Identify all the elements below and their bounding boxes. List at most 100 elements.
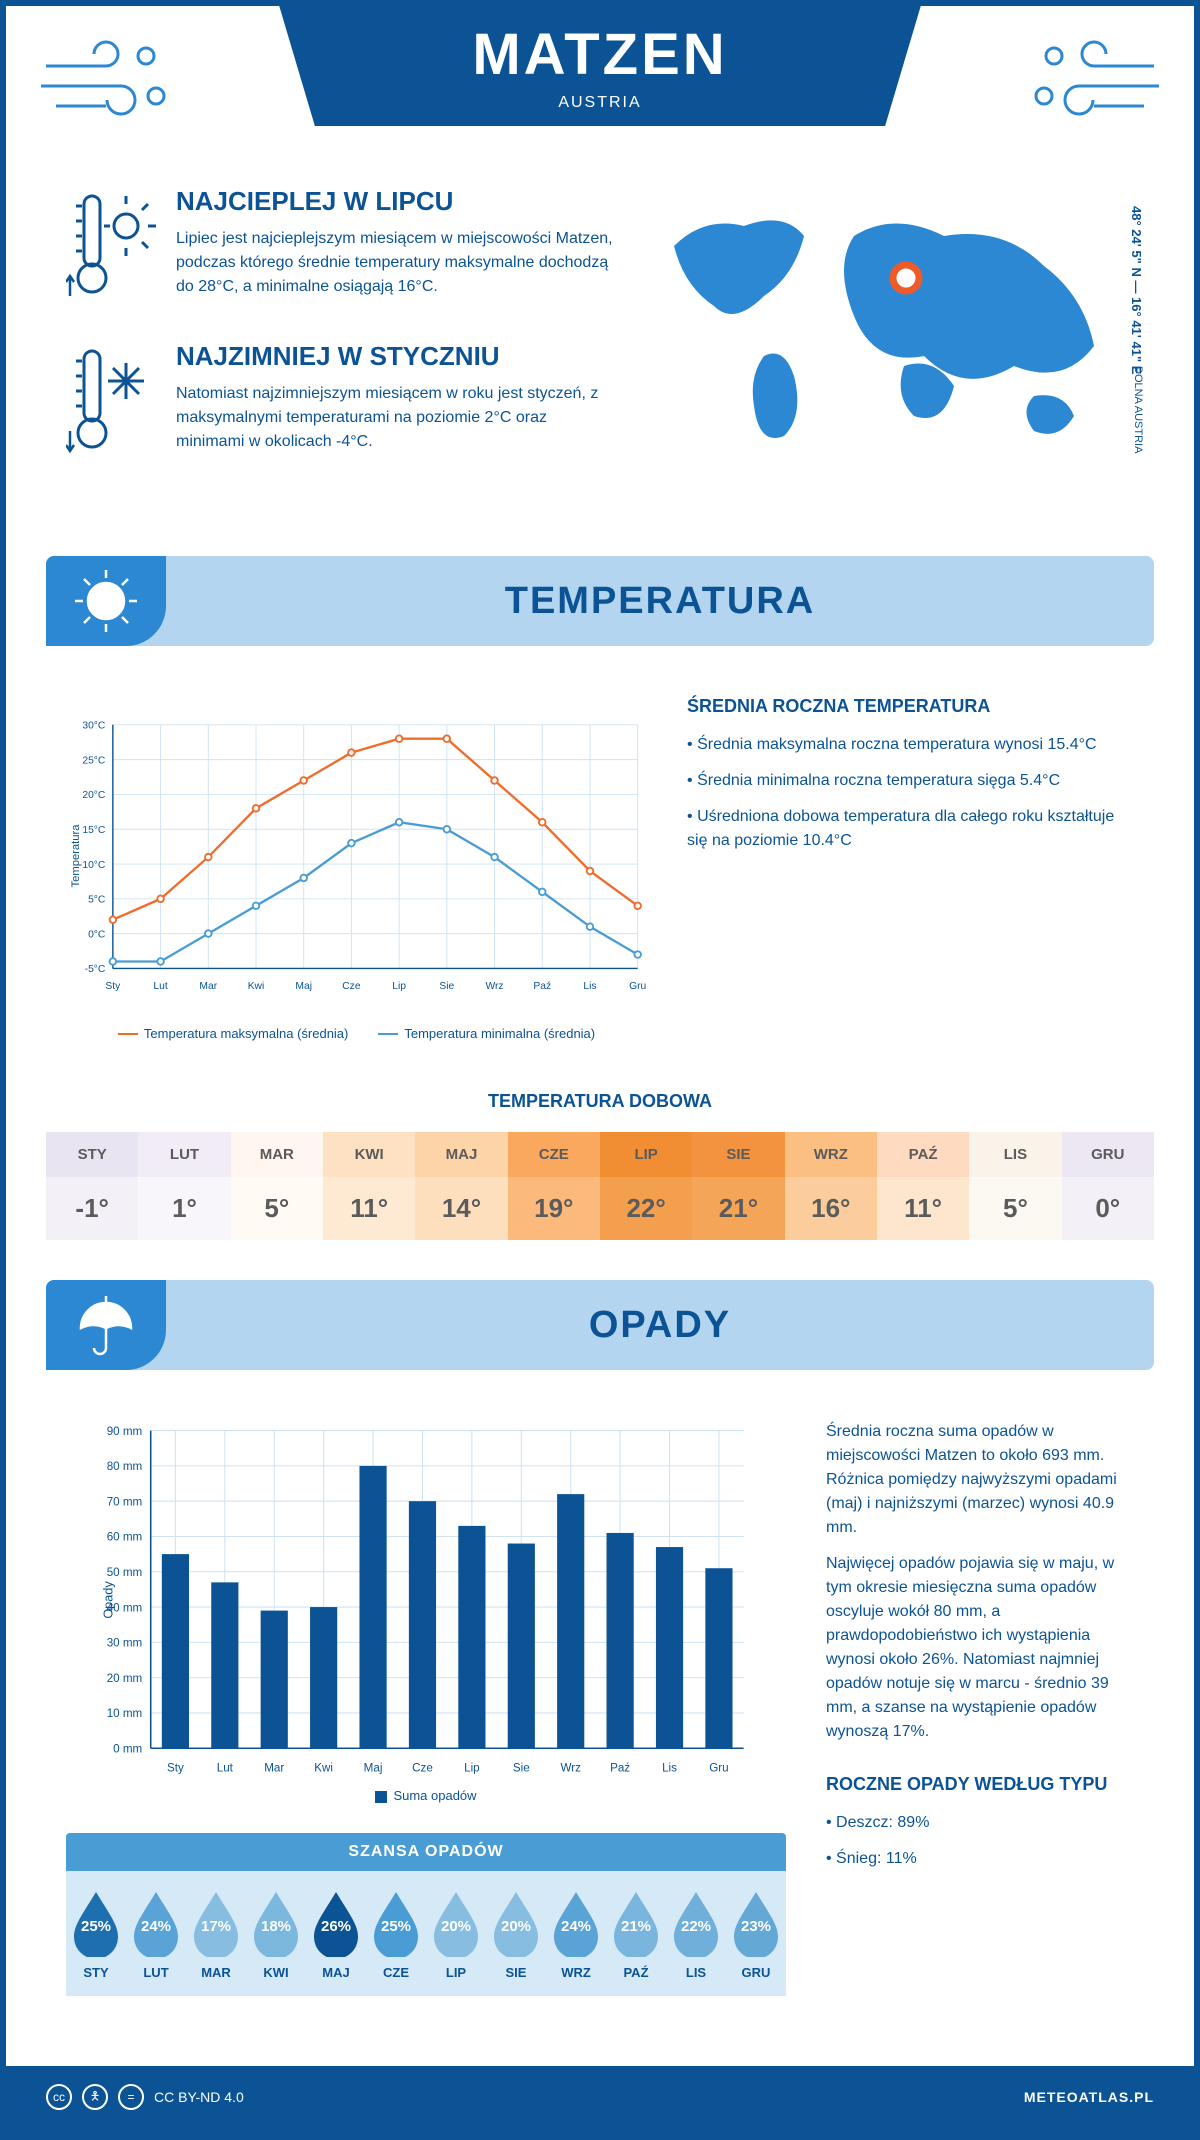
- svg-text:20°C: 20°C: [82, 790, 106, 801]
- svg-text:60 mm: 60 mm: [107, 1531, 143, 1544]
- svg-text:Cze: Cze: [342, 981, 361, 992]
- svg-text:50 mm: 50 mm: [107, 1566, 143, 1579]
- nd-icon: =: [118, 2084, 144, 2110]
- svg-text:Opady: Opady: [102, 1581, 116, 1619]
- bar-legend: Suma opadów: [66, 1788, 786, 1803]
- svg-text:30°C: 30°C: [82, 721, 106, 732]
- avg-temp-bullets: • Średnia maksymalna roczna temperatura …: [687, 733, 1134, 853]
- precip-p1: Średnia roczna suma opadów w miejscowośc…: [826, 1420, 1134, 1540]
- temperature-line-chart: -5°C0°C5°C10°C15°C20°C25°C30°CStyLutMarK…: [66, 696, 647, 1016]
- svg-text:25°C: 25°C: [82, 755, 106, 766]
- svg-text:-5°C: -5°C: [85, 964, 106, 975]
- svg-text:Wrz: Wrz: [560, 1762, 581, 1775]
- precip-prob-title: SZANSA OPADÓW: [66, 1833, 786, 1871]
- precip-drop: 24% WRZ: [546, 1887, 606, 1980]
- license-text: CC BY-ND 4.0: [154, 2089, 244, 2105]
- header: MATZEN AUSTRIA: [6, 6, 1194, 166]
- daily-cell: KWI 11°: [323, 1132, 415, 1240]
- svg-text:Cze: Cze: [412, 1762, 433, 1775]
- svg-text:Sie: Sie: [439, 981, 454, 992]
- svg-text:Gru: Gru: [709, 1762, 728, 1775]
- svg-text:Maj: Maj: [364, 1762, 383, 1775]
- precip-type-bullets: • Deszcz: 89%• Śnieg: 11%: [826, 1811, 1134, 1871]
- precipitation-header: OPADY: [46, 1280, 1154, 1370]
- cold-text: Natomiast najzimniejszym miesiącem w rok…: [176, 382, 614, 454]
- infographic-page: MATZEN AUSTRIA: [0, 0, 1200, 2134]
- daily-cell: GRU 0°: [1062, 1132, 1154, 1240]
- precip-type-heading: ROCZNE OPADY WEDŁUG TYPU: [826, 1774, 1134, 1795]
- avg-temp-heading: ŚREDNIA ROCZNA TEMPERATURA: [687, 696, 1134, 717]
- precipitation-body: 0 mm10 mm20 mm30 mm40 mm50 mm60 mm70 mm8…: [6, 1390, 1194, 2026]
- title-banner: MATZEN AUSTRIA: [244, 6, 957, 126]
- svg-text:Gru: Gru: [629, 981, 646, 992]
- svg-text:20 mm: 20 mm: [107, 1672, 143, 1685]
- temp-title: TEMPERATURA: [166, 580, 1154, 623]
- footer: cc 🯅 = CC BY-ND 4.0 METEOATLAS.PL: [6, 2066, 1194, 2128]
- country-name: AUSTRIA: [558, 94, 641, 112]
- umbrella-icon: [46, 1280, 166, 1370]
- daily-cell: SIE 21°: [692, 1132, 784, 1240]
- precip-drop: 18% KWI: [246, 1887, 306, 1980]
- region-label: DOLNA AUSTRIA: [1132, 366, 1144, 453]
- svg-text:Wrz: Wrz: [485, 981, 503, 992]
- svg-text:10 mm: 10 mm: [107, 1707, 143, 1720]
- svg-text:Maj: Maj: [295, 981, 312, 992]
- wind-icon: [1024, 36, 1164, 126]
- svg-text:Lis: Lis: [583, 981, 596, 992]
- legend-max: Temperatura maksymalna (średnia): [144, 1026, 348, 1041]
- daily-temp-title: TEMPERATURA DOBOWA: [6, 1091, 1194, 1112]
- svg-text:Lut: Lut: [153, 981, 167, 992]
- warm-title: NAJCIEPLEJ W LIPCU: [176, 186, 614, 217]
- svg-text:Paź: Paź: [610, 1762, 630, 1775]
- temperature-header: TEMPERATURA: [46, 556, 1154, 646]
- svg-text:70 mm: 70 mm: [107, 1495, 143, 1508]
- precip-drop: 26% MAJ: [306, 1887, 366, 1980]
- svg-text:Lip: Lip: [464, 1762, 480, 1775]
- city-name: MATZEN: [472, 21, 727, 88]
- coordinates: 48° 24' 5" N — 16° 41' 41" E: [1129, 206, 1144, 374]
- precip-drop: 25% CZE: [366, 1887, 426, 1980]
- svg-text:Sty: Sty: [105, 981, 121, 992]
- site-name: METEOATLAS.PL: [1024, 2089, 1154, 2105]
- precip-drop: 20% SIE: [486, 1887, 546, 1980]
- precip-title: OPADY: [166, 1304, 1154, 1347]
- daily-cell: MAJ 14°: [415, 1132, 507, 1240]
- svg-text:Sie: Sie: [513, 1762, 530, 1775]
- daily-cell: LIP 22°: [600, 1132, 692, 1240]
- daily-cell: CZE 19°: [508, 1132, 600, 1240]
- precip-drop: 17% MAR: [186, 1887, 246, 1980]
- daily-cell: STY -1°: [46, 1132, 138, 1240]
- precip-drop: 20% LIP: [426, 1887, 486, 1980]
- svg-text:Lut: Lut: [217, 1762, 234, 1775]
- cc-icon: cc: [46, 2084, 72, 2110]
- precip-drop: 21% PAŹ: [606, 1887, 666, 1980]
- intro-section: NAJCIEPLEJ W LIPCU Lipiec jest najcieple…: [6, 166, 1194, 536]
- warmest-fact: NAJCIEPLEJ W LIPCU Lipiec jest najcieple…: [66, 186, 614, 311]
- svg-text:80 mm: 80 mm: [107, 1460, 143, 1473]
- license: cc 🯅 = CC BY-ND 4.0: [46, 2084, 244, 2110]
- svg-text:Lip: Lip: [392, 981, 406, 992]
- svg-text:0 mm: 0 mm: [113, 1742, 142, 1755]
- temperature-body: -5°C0°C5°C10°C15°C20°C25°C30°CStyLutMarK…: [6, 666, 1194, 1071]
- precip-drop: 24% LUT: [126, 1887, 186, 1980]
- daily-cell: WRZ 16°: [785, 1132, 877, 1240]
- thermometer-sun-icon: [66, 186, 156, 311]
- coldest-fact: NAJZIMNIEJ W STYCZNIU Natomiast najzimni…: [66, 341, 614, 466]
- svg-text:Kwi: Kwi: [248, 981, 265, 992]
- world-map: 48° 24' 5" N — 16° 41' 41" E DOLNA AUSTR…: [654, 186, 1134, 496]
- svg-text:Temperatura: Temperatura: [70, 824, 82, 888]
- temp-legend: Temperatura maksymalna (średnia) Tempera…: [66, 1026, 647, 1041]
- precip-drop: 25% STY: [66, 1887, 126, 1980]
- svg-text:Kwi: Kwi: [314, 1762, 333, 1775]
- daily-temp-table: STY -1°LUT 1°MAR 5°KWI 11°MAJ 14°CZE 19°…: [46, 1132, 1154, 1240]
- svg-text:30 mm: 30 mm: [107, 1637, 143, 1650]
- svg-text:15°C: 15°C: [82, 825, 106, 836]
- svg-text:Mar: Mar: [264, 1762, 284, 1775]
- cold-title: NAJZIMNIEJ W STYCZNIU: [176, 341, 614, 372]
- warm-text: Lipiec jest najcieplejszym miesiącem w m…: [176, 227, 614, 299]
- svg-text:Mar: Mar: [199, 981, 217, 992]
- svg-text:90 mm: 90 mm: [107, 1425, 143, 1438]
- precip-drop: 23% GRU: [726, 1887, 786, 1980]
- daily-cell: LUT 1°: [138, 1132, 230, 1240]
- precip-drop: 22% LIS: [666, 1887, 726, 1980]
